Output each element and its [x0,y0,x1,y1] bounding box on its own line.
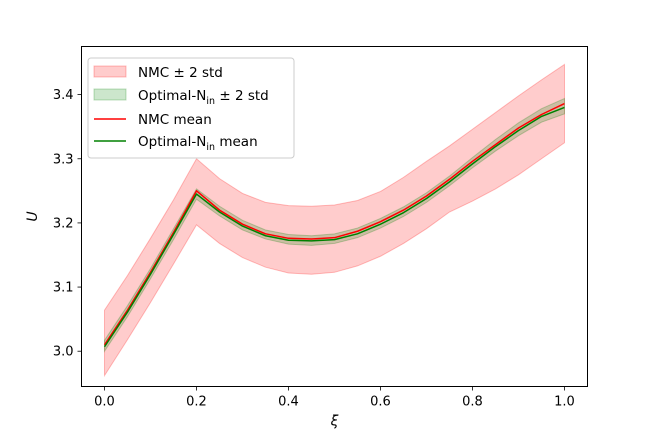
x-tick-label: 0.6 [370,395,391,410]
legend-swatch-optimal-band [93,88,127,101]
y-tick-label: 3.2 [53,216,74,231]
y-tick-label: 3.0 [53,345,74,360]
y-tick-label: 3.1 [53,281,74,296]
x-tick-label: 0.0 [94,395,115,410]
legend-swatch-nmc-band [93,65,127,78]
legend-label-suffix: ± 2 std [169,65,223,81]
bands-layer [104,63,565,378]
y-tick-label: 3.4 [53,88,74,103]
legend-box [87,57,295,159]
legend-label-suffix: mean [215,134,258,150]
legend-label-optimal-mean: Optimal-Nin mean [138,134,258,153]
optimal-mean-line [103,106,565,348]
legend-label-base: NMC mean [138,112,212,128]
y-axis-title: U [25,211,41,221]
x-tick-label: 0.4 [278,395,299,410]
plot-frame [81,46,588,387]
optimal-std-band [104,97,565,353]
x-tick-label: 1.0 [554,395,575,410]
legend-label-base: Optimal-N [138,88,206,104]
legend-label-suffix: ± 2 std [215,88,269,104]
y-tick-label: 3.3 [53,152,74,167]
legend-label-nmc-mean: NMC mean [138,112,212,128]
nmc-std-band [104,63,565,378]
legend-label-base: NMC [138,65,169,81]
legend-label-subscript: in [206,142,215,153]
legend: NMC ± 2 std Optimal-Nin ± 2 std NMC mean… [87,57,295,159]
legend-label-nmc-band: NMC ± 2 std [138,65,223,81]
lines-layer [103,102,565,348]
legend-label-base: Optimal-N [138,134,206,150]
x-tick-label: 0.8 [462,395,483,410]
x-tick-label: 0.2 [186,395,207,410]
x-axis: 0.0 0.2 0.4 0.6 0.8 1.0 [94,386,575,410]
legend-label-optimal-band: Optimal-Nin ± 2 std [138,88,269,107]
nmc-mean-line [103,102,565,346]
legend-label-subscript: in [206,96,215,107]
x-axis-title: ξ [330,414,339,430]
y-axis: 3.0 3.1 3.2 3.3 3.4 [53,88,82,360]
